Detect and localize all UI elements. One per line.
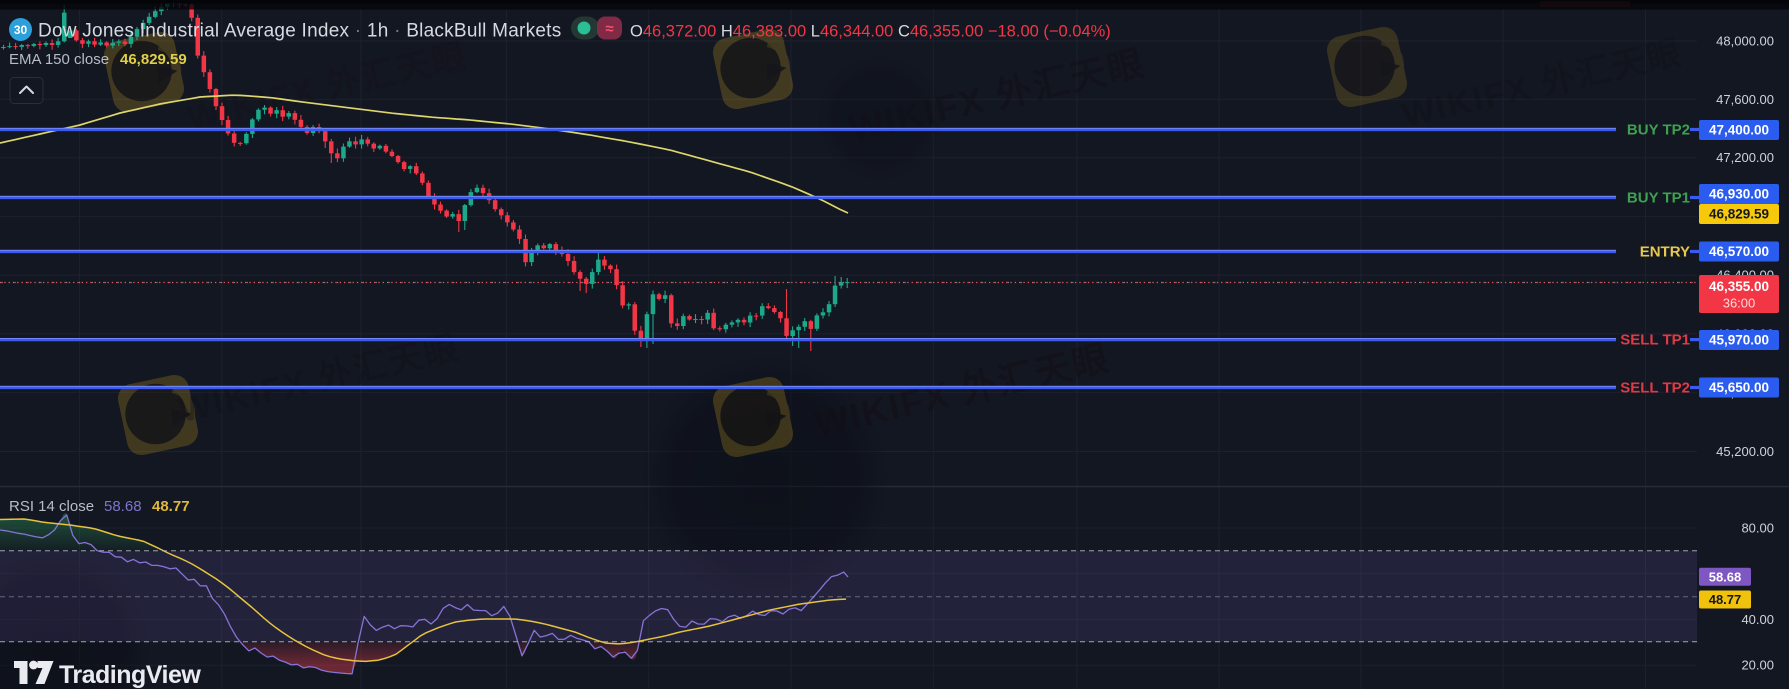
svg-text:BUY TP2: BUY TP2: [1627, 122, 1690, 139]
svg-text:48.77: 48.77: [1709, 592, 1742, 607]
svg-text:46,829.59: 46,829.59: [120, 51, 187, 68]
svg-text:46,570.00: 46,570.00: [1709, 244, 1769, 259]
svg-text:20.00: 20.00: [1741, 658, 1774, 673]
svg-text:46,355.00: 46,355.00: [1709, 279, 1769, 294]
svg-text:30: 30: [14, 23, 28, 37]
svg-text:46,930.00: 46,930.00: [1709, 187, 1769, 202]
svg-text:40.00: 40.00: [1741, 612, 1774, 627]
svg-text:58.68: 58.68: [1709, 570, 1742, 585]
svg-text:45,970.00: 45,970.00: [1709, 333, 1769, 348]
svg-text:36:00: 36:00: [1723, 296, 1756, 311]
svg-text:EMA 150 close: EMA 150 close: [9, 51, 109, 68]
svg-text:TradingView: TradingView: [59, 661, 201, 689]
svg-text:48.77: 48.77: [152, 498, 190, 515]
svg-text:58.68: 58.68: [104, 498, 142, 515]
svg-text:SELL TP1: SELL TP1: [1620, 332, 1690, 349]
svg-text:ENTRY: ENTRY: [1640, 244, 1690, 261]
svg-text:47,200.00: 47,200.00: [1716, 150, 1774, 165]
svg-text:48,000.00: 48,000.00: [1716, 34, 1774, 49]
svg-text:45,650.00: 45,650.00: [1709, 380, 1769, 395]
svg-text:Dow Jones Industrial Average I: Dow Jones Industrial Average Index · 1h …: [38, 21, 561, 42]
svg-text:SELL TP2: SELL TP2: [1620, 380, 1690, 397]
svg-text:RSI 14 close: RSI 14 close: [9, 498, 94, 515]
svg-text:47,400.00: 47,400.00: [1709, 123, 1769, 138]
svg-text:45,200.00: 45,200.00: [1716, 444, 1774, 459]
svg-text:46,829.59: 46,829.59: [1709, 207, 1769, 222]
svg-text:47,600.00: 47,600.00: [1716, 92, 1774, 107]
svg-text:≈: ≈: [605, 21, 613, 38]
svg-text:O46,372.00 H46,383.00 L46,344.: O46,372.00 H46,383.00 L46,344.00 C46,355…: [630, 23, 1111, 41]
svg-text:80.00: 80.00: [1741, 521, 1774, 536]
svg-text:BUY TP1: BUY TP1: [1627, 190, 1690, 207]
